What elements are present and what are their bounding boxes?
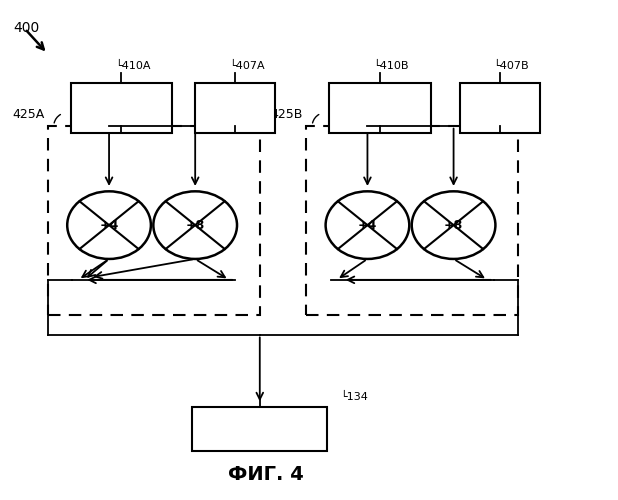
Text: └410A: └410A [115,61,151,71]
Text: 425B: 425B [271,108,303,120]
Text: БИТЫ
PDCD₁: БИТЫ PDCD₁ [480,97,520,120]
FancyBboxPatch shape [460,84,540,133]
FancyBboxPatch shape [70,84,172,133]
Text: +4: +4 [358,218,377,232]
FancyBboxPatch shape [195,84,275,133]
Text: 400: 400 [14,22,40,36]
FancyBboxPatch shape [329,84,431,133]
Text: 425A: 425A [12,108,44,120]
FancyBboxPatch shape [192,406,328,452]
Text: СТРУКТУРА LS: СТРУКТУРА LS [207,422,312,436]
Text: +4: +4 [99,218,119,232]
Circle shape [153,192,237,259]
Text: └134: └134 [340,392,368,402]
Text: DCD₀: DCD₀ [102,102,141,116]
Text: ФИГ. 4: ФИГ. 4 [228,464,304,483]
Text: БИТЫ
PDCD₀: БИТЫ PDCD₀ [215,97,255,120]
Text: └407B: └407B [494,61,529,71]
Text: +8: +8 [444,218,464,232]
Circle shape [412,192,496,259]
Circle shape [67,192,151,259]
Text: DCD₁: DCD₁ [360,102,399,116]
Circle shape [326,192,409,259]
Text: └407A: └407A [229,61,265,71]
Text: +8: +8 [185,218,205,232]
Text: └410B: └410B [374,61,409,71]
